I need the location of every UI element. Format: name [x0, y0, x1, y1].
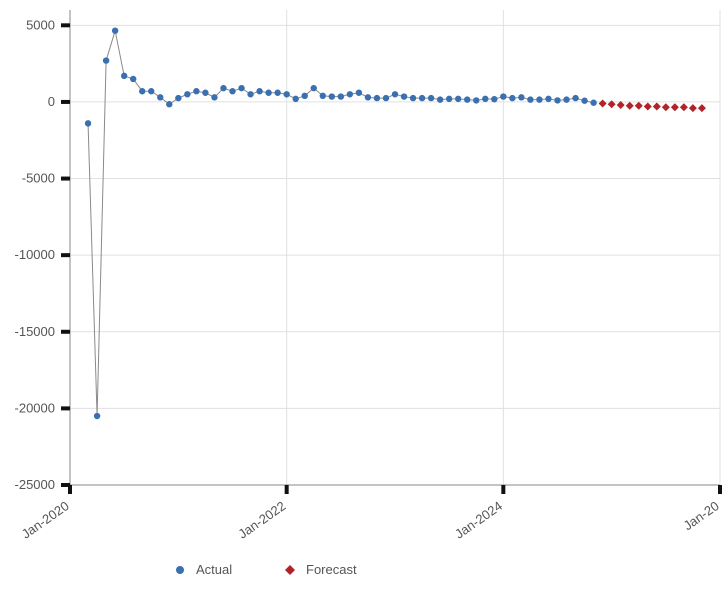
actual-point — [356, 90, 362, 96]
actual-point — [518, 94, 524, 100]
actual-point — [148, 88, 154, 94]
actual-point — [590, 100, 596, 106]
actual-point — [482, 96, 488, 102]
actual-point — [139, 88, 145, 94]
actual-point — [500, 93, 506, 99]
actual-point — [563, 96, 569, 102]
chart-svg: -25000-20000-15000-10000-500005000Jan-20… — [0, 0, 728, 600]
actual-point — [410, 95, 416, 101]
actual-point — [274, 90, 280, 96]
y-tick-label: 5000 — [26, 17, 55, 32]
actual-point — [311, 85, 317, 91]
actual-point — [184, 91, 190, 97]
actual-point — [437, 96, 443, 102]
actual-point — [329, 93, 335, 99]
actual-point — [238, 85, 244, 91]
actual-point — [527, 96, 533, 102]
actual-point — [202, 90, 208, 96]
actual-point — [392, 91, 398, 97]
actual-point — [302, 93, 308, 99]
actual-point — [103, 57, 109, 63]
actual-point — [338, 93, 344, 99]
y-tick-label: -20000 — [15, 400, 55, 415]
actual-point — [121, 73, 127, 79]
actual-point — [283, 91, 289, 97]
actual-point — [374, 95, 380, 101]
actual-point — [85, 120, 91, 126]
legend-marker — [176, 566, 184, 574]
actual-point — [455, 96, 461, 102]
actual-point — [554, 97, 560, 103]
actual-point — [247, 91, 253, 97]
y-tick-label: -5000 — [22, 171, 55, 186]
actual-point — [419, 95, 425, 101]
actual-point — [265, 90, 271, 96]
actual-point — [175, 95, 181, 101]
actual-point — [94, 413, 100, 419]
actual-point — [365, 94, 371, 100]
actual-point — [157, 94, 163, 100]
actual-point — [292, 96, 298, 102]
actual-point — [536, 96, 542, 102]
actual-point — [166, 101, 172, 107]
actual-point — [446, 96, 452, 102]
actual-point — [193, 88, 199, 94]
y-tick-label: 0 — [48, 94, 55, 109]
y-tick-label: -15000 — [15, 324, 55, 339]
actual-point — [473, 97, 479, 103]
actual-point — [491, 96, 497, 102]
actual-point — [464, 96, 470, 102]
legend-label: Forecast — [306, 562, 357, 577]
y-tick-label: -10000 — [15, 247, 55, 262]
actual-point — [130, 76, 136, 82]
actual-point — [383, 95, 389, 101]
actual-point — [428, 95, 434, 101]
actual-point — [509, 95, 515, 101]
actual-point — [220, 85, 226, 91]
y-tick-label: -25000 — [15, 477, 55, 492]
actual-point — [545, 96, 551, 102]
actual-point — [347, 91, 353, 97]
actual-point — [211, 94, 217, 100]
actual-point — [229, 88, 235, 94]
chart-container: -25000-20000-15000-10000-500005000Jan-20… — [0, 0, 728, 600]
legend-label: Actual — [196, 562, 232, 577]
actual-point — [256, 88, 262, 94]
actual-point — [320, 93, 326, 99]
actual-point — [581, 98, 587, 104]
actual-point — [572, 95, 578, 101]
actual-point — [112, 27, 118, 33]
actual-point — [401, 93, 407, 99]
